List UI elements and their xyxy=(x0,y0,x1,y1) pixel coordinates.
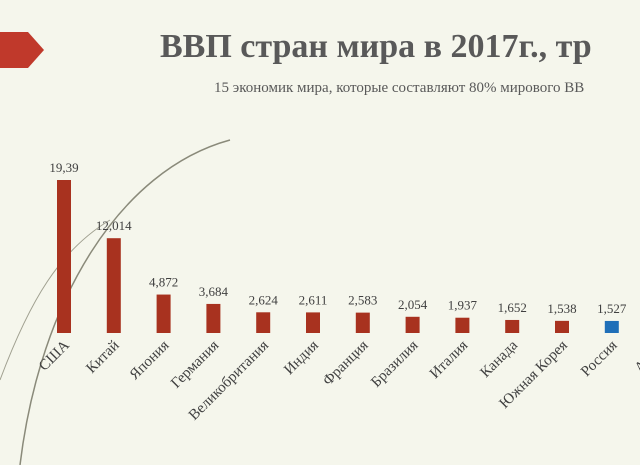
bar xyxy=(106,238,121,333)
arrow-decoration xyxy=(0,32,44,68)
bar xyxy=(604,320,619,333)
bar xyxy=(256,312,271,333)
value-label: 2,054 xyxy=(398,297,428,312)
value-label: 12,014 xyxy=(96,218,132,233)
bar xyxy=(206,303,221,333)
curve-decoration xyxy=(19,139,231,465)
bar xyxy=(555,320,569,333)
value-label: 2,624 xyxy=(249,292,279,307)
bar xyxy=(306,312,320,333)
value-label: 1,538 xyxy=(547,301,576,316)
value-label: 19,39 xyxy=(49,160,78,175)
value-label: 1,527 xyxy=(597,301,627,316)
value-label: 2,583 xyxy=(348,293,377,308)
bar xyxy=(505,319,520,333)
value-label: 2,611 xyxy=(299,292,328,307)
chart-title: ВВП стран мира в 2017г., тр xyxy=(160,28,592,65)
value-label: 3,684 xyxy=(199,284,229,299)
value-label: 4,872 xyxy=(149,275,178,290)
chart-subtitle: 15 экономик мира, которые составляют 80%… xyxy=(214,80,584,96)
curve-decoration xyxy=(0,219,111,381)
bar xyxy=(57,180,71,333)
bar xyxy=(405,316,420,333)
bar xyxy=(156,294,171,333)
bar xyxy=(355,312,370,333)
bar xyxy=(455,317,470,333)
value-label: 1,652 xyxy=(498,300,527,315)
value-label: 1,937 xyxy=(448,298,478,313)
